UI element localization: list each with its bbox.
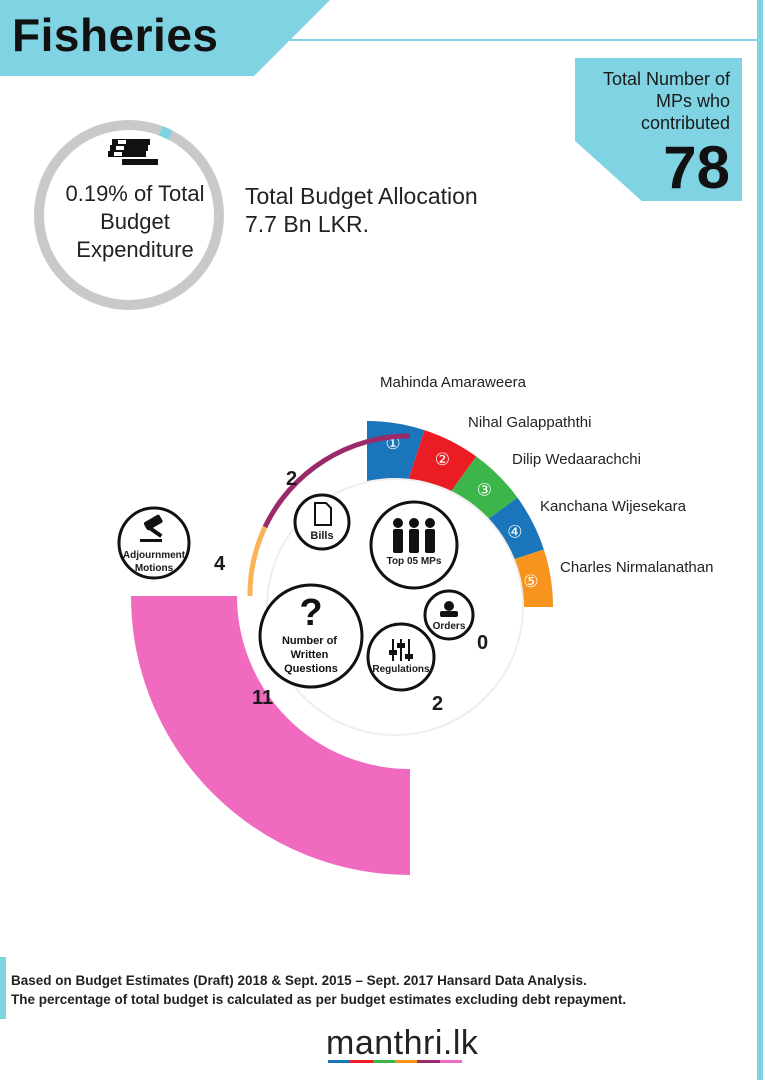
footer-note-2: The percentage of total budget is calcul… — [11, 992, 627, 1007]
gavel-icon — [140, 514, 163, 542]
manthri-logo[interactable]: manthri.lk — [326, 1024, 479, 1062]
budget-share-text: 0.19% of Total Budget Expenditure — [65, 181, 205, 262]
people-icon — [393, 518, 435, 553]
written-questions-node: ? Number of Written Questions — [258, 583, 364, 689]
bills-value: 2 — [286, 468, 298, 490]
mp-rank-5: ⑤ — [523, 572, 538, 592]
orders-label: Orders — [432, 621, 466, 632]
orders-node — [423, 589, 475, 641]
mp-name-4: Kanchana Wijesekara — [540, 498, 686, 515]
regulations-node — [366, 622, 436, 692]
mp-name-1: Mahinda Amaraweera — [380, 374, 526, 391]
bills-label: Bills — [310, 530, 334, 542]
mp-count-value: 78 — [663, 134, 730, 201]
logo-color-segment — [417, 1060, 440, 1063]
mp-name-2: Nihal Galappaththi — [468, 414, 592, 431]
logo-color-segment — [394, 1060, 418, 1063]
logo-color-segment — [350, 1060, 373, 1063]
budget-allocation-value: 7.7 Bn LKR. — [245, 211, 370, 237]
adjournment-motions-label: Adjournment Motions — [122, 550, 186, 574]
footer-accent-bar — [0, 957, 6, 1019]
written-questions-value: 11 — [252, 687, 274, 709]
mp-count-label: Total Number of MPs who contributed — [602, 69, 730, 133]
money-stack-icon — [108, 139, 158, 165]
mp-name-3: Dilip Wedaarachchi — [512, 451, 641, 468]
mp-rank-3: ③ — [477, 481, 492, 501]
mp-rank-4: ④ — [507, 523, 522, 543]
right-border — [757, 0, 763, 1080]
adjournment-motions-arc — [247, 525, 268, 597]
orders-value: 0 — [477, 632, 489, 654]
svg-text:Number of Written: Number of Written Questions — [282, 635, 340, 675]
logo-color-segment — [372, 1060, 395, 1063]
budget-allocation-label: Total Budget Allocation — [245, 183, 478, 209]
adjournment-motions-node — [117, 506, 191, 580]
mp-rank-2: ② — [435, 450, 450, 470]
question-mark-icon: ? — [299, 592, 322, 634]
mp-name-5: Charles Nirmalanathan — [560, 559, 714, 576]
stamp-icon — [440, 601, 458, 617]
logo-color-segment — [439, 1060, 462, 1063]
bills-node — [293, 493, 351, 551]
sliders-icon — [389, 639, 413, 661]
footer-note-1: Based on Budget Estimates (Draft) 2018 &… — [11, 973, 587, 988]
written-questions-arc — [131, 594, 412, 875]
document-icon — [314, 502, 332, 526]
top-mps-label: Top 05 MPs — [386, 556, 442, 567]
budget-share-arc — [158, 126, 173, 140]
regulations-label: Regulations — [372, 664, 430, 675]
top-mps-node — [369, 500, 459, 590]
logo-color-bar — [328, 1060, 462, 1063]
logo-color-segment — [328, 1060, 351, 1063]
regulations-value: 2 — [432, 693, 444, 715]
bills-arc — [262, 433, 411, 529]
budget-ring — [34, 120, 224, 310]
title-divider — [290, 39, 758, 41]
page-title: Fisheries — [12, 9, 219, 61]
adjournment-motions-value: 4 — [214, 553, 226, 575]
